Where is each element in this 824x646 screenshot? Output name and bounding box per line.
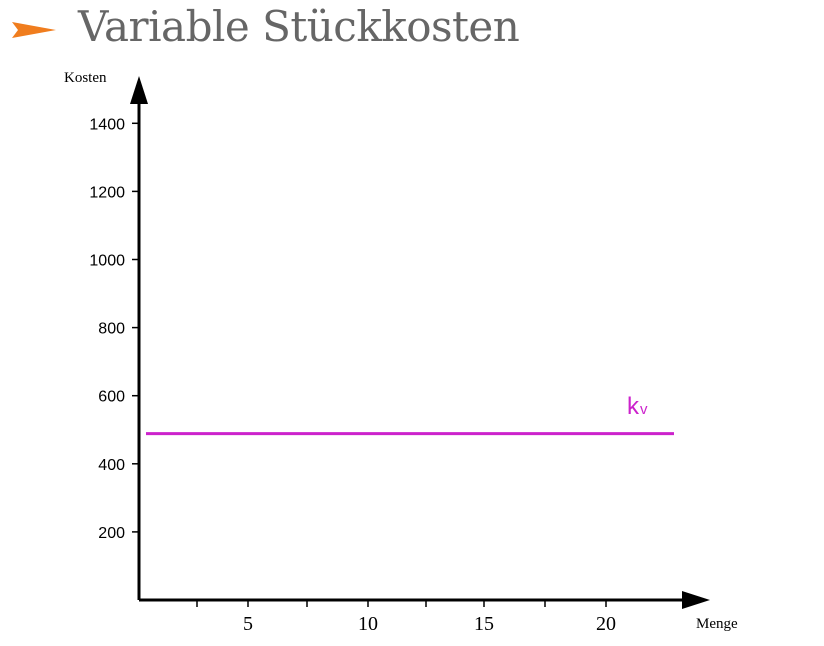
series-label-main: k — [627, 393, 640, 420]
x-tick-label: 5 — [243, 613, 253, 635]
chart-axes — [130, 76, 710, 609]
arrow-bullet-icon — [12, 22, 56, 38]
y-tick-label: 1000 — [89, 253, 125, 270]
y-axis-title: Kosten — [64, 70, 107, 86]
x-tick-label: 10 — [358, 613, 378, 635]
x-ticks: 5 10 15 20 — [196, 600, 616, 635]
x-axis-title: Menge — [696, 616, 738, 632]
y-tick-label: 1400 — [89, 116, 125, 133]
x-tick-label: 15 — [474, 613, 494, 635]
x-axis-arrowhead — [682, 591, 710, 609]
y-tick-label: 200 — [98, 525, 125, 542]
x-tick-label: 20 — [596, 613, 616, 635]
y-axis-arrowhead — [130, 76, 148, 104]
slide-title: Variable Stückkosten — [78, 2, 520, 51]
y-tick-label: 1200 — [89, 184, 125, 201]
series-layer: kv — [146, 393, 674, 436]
y-tick-label: 800 — [98, 321, 125, 338]
y-tick-label: 400 — [98, 457, 125, 474]
series-label-sub: v — [640, 401, 648, 418]
y-tick-label: 600 — [98, 389, 125, 406]
y-ticks: 200 400 600 800 1000 1200 1400 — [89, 116, 139, 542]
series-label-kv: kv — [627, 393, 648, 420]
